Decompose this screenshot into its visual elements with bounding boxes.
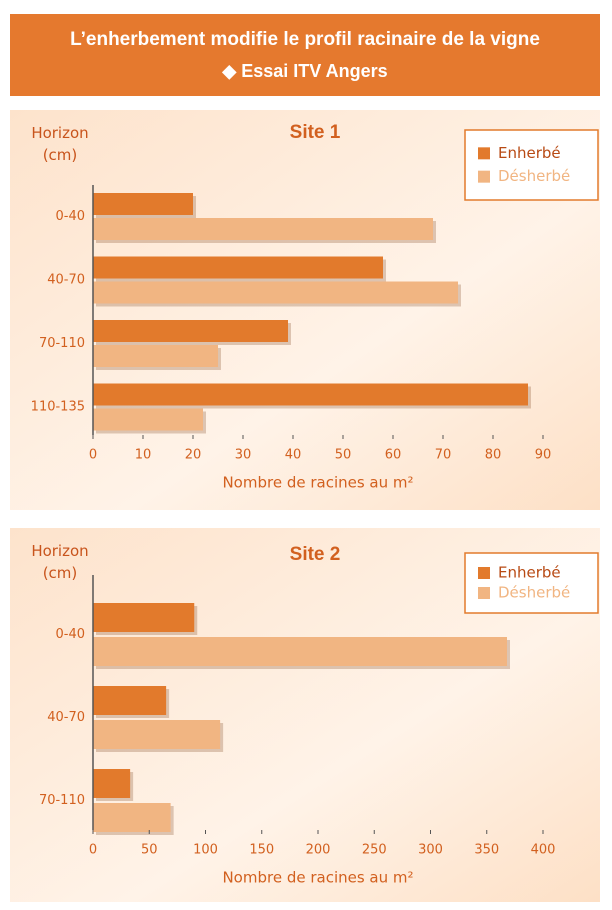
x-tick-label: 40 <box>285 448 302 463</box>
bar <box>93 320 288 342</box>
legend-label: Désherbé <box>498 167 570 185</box>
bar <box>93 769 131 798</box>
legend-box <box>464 552 599 614</box>
x-tick-label: 300 <box>418 843 443 858</box>
x-tick-label: 90 <box>535 448 552 463</box>
bar <box>93 281 458 304</box>
bar <box>93 383 528 406</box>
bar <box>93 193 193 215</box>
header-band <box>10 14 600 96</box>
legend-swatch <box>478 567 490 579</box>
y-tick-label: 70-110 <box>39 336 85 351</box>
x-tick-label: 70 <box>435 448 452 463</box>
x-tick-label: 30 <box>235 448 252 463</box>
bar <box>93 803 171 832</box>
legend-swatch <box>478 147 490 160</box>
x-tick-label: 0 <box>89 448 97 463</box>
bar <box>93 603 195 632</box>
bar <box>93 720 221 749</box>
x-tick-label: 50 <box>141 843 158 858</box>
x-tick-label: 10 <box>135 448 152 463</box>
x-tick-label: 400 <box>531 843 556 858</box>
x-axis-label: Nombre de racines au m² <box>222 474 413 492</box>
x-tick-label: 80 <box>485 448 502 463</box>
legend-box <box>464 129 599 201</box>
x-tick-label: 250 <box>362 843 387 858</box>
y-tick-label: 40-70 <box>47 273 85 288</box>
x-tick-label: 350 <box>474 843 499 858</box>
legend-label: Enherbé <box>498 564 561 582</box>
legend-swatch <box>478 587 490 599</box>
y-tick-label: 40-70 <box>47 710 85 725</box>
bar <box>93 637 507 666</box>
x-tick-label: 200 <box>306 843 331 858</box>
x-tick-label: 150 <box>249 843 274 858</box>
y-tick-label: 70-110 <box>39 793 85 808</box>
x-tick-label: 50 <box>335 448 352 463</box>
header-subtitle: ◆ Essai ITV Angers <box>221 61 387 81</box>
bar <box>93 256 383 279</box>
bar <box>93 686 167 715</box>
chart-title: Site 2 <box>290 544 341 565</box>
x-tick-label: 60 <box>385 448 402 463</box>
y-axis-label: Horizon (cm) <box>31 124 89 164</box>
y-axis-label: Horizon (cm) <box>31 542 89 582</box>
x-tick-label: 100 <box>193 843 218 858</box>
x-tick-label: 0 <box>89 843 97 858</box>
y-tick-label: 0-40 <box>55 209 85 224</box>
header-title: L’enherbement modifie le profil racinair… <box>70 29 540 50</box>
legend-swatch <box>478 170 490 183</box>
bar <box>93 408 203 431</box>
x-axis-label: Nombre de racines au m² <box>222 869 413 887</box>
chart-title: Site 1 <box>290 122 341 143</box>
y-tick-label: 110-135 <box>31 400 85 415</box>
bar <box>93 218 433 240</box>
x-tick-label: 20 <box>185 448 202 463</box>
legend-label: Désherbé <box>498 584 570 602</box>
y-tick-label: 0-40 <box>55 627 85 642</box>
bar <box>93 345 218 367</box>
legend-label: Enherbé <box>498 144 561 162</box>
